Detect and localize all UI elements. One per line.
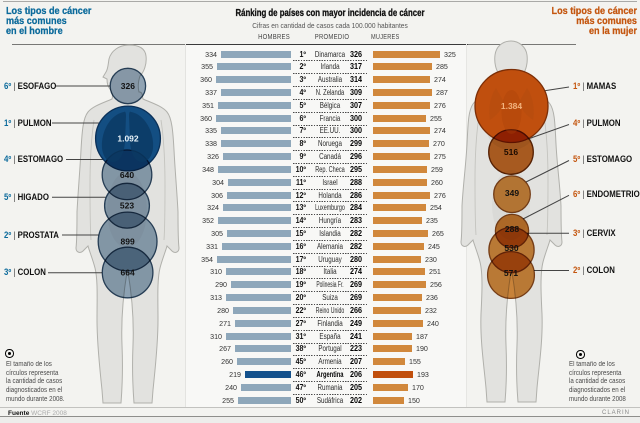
svg-text:640: 640 <box>120 170 134 180</box>
svg-text:1.092: 1.092 <box>117 134 139 144</box>
svg-text:664: 664 <box>121 268 135 278</box>
svg-text:288: 288 <box>505 224 519 234</box>
svg-text:349: 349 <box>505 188 519 198</box>
svg-text:523: 523 <box>120 201 134 211</box>
svg-text:899: 899 <box>121 237 135 247</box>
svg-text:530: 530 <box>504 243 518 253</box>
svg-text:571: 571 <box>504 268 518 278</box>
svg-text:516: 516 <box>504 147 518 157</box>
svg-text:1.384: 1.384 <box>501 101 523 111</box>
svg-text:326: 326 <box>121 81 135 91</box>
